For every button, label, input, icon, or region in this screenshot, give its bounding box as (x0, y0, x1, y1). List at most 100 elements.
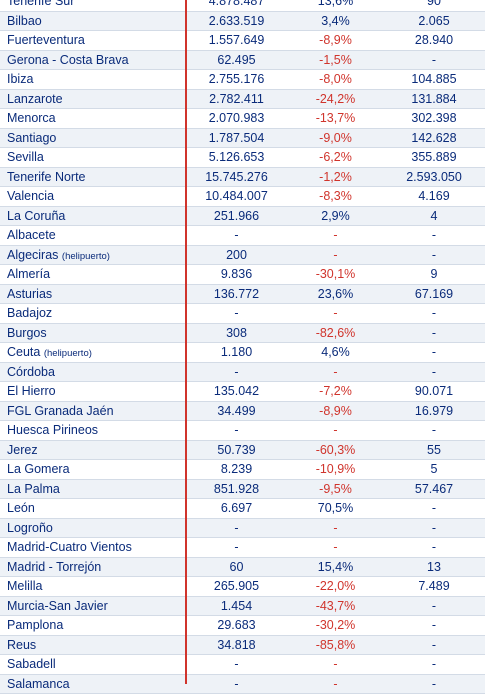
cargo-value: 28.940 (388, 31, 480, 50)
airport-name: Badajoz (7, 304, 52, 323)
passengers-value: - (190, 226, 283, 245)
airport-name: Sabadell (7, 655, 56, 674)
passengers-value: 251.966 (190, 207, 283, 226)
change-percent: -82,6% (283, 324, 388, 343)
change-percent: -9,5% (283, 480, 388, 499)
airport-name-text: Bilbao (7, 14, 42, 28)
change-percent: -13,7% (283, 109, 388, 128)
table-row: Madrid-Cuatro Vientos--- (0, 538, 485, 558)
passengers-value: 136.772 (190, 285, 283, 304)
airport-name: Madrid-Cuatro Vientos (7, 538, 132, 557)
cargo-value: - (388, 421, 480, 440)
airport-name: Bilbao (7, 12, 42, 31)
change-percent: 15,4% (283, 558, 388, 577)
airport-name: Madrid - Torrejón (7, 558, 101, 577)
airport-name: Santiago (7, 129, 56, 148)
cargo-value: 4.169 (388, 187, 480, 206)
airport-name-text: Reus (7, 638, 36, 652)
cargo-value: - (388, 538, 480, 557)
airport-name-text: Murcia-San Javier (7, 599, 108, 613)
airport-name-text: La Coruña (7, 209, 65, 223)
passengers-value: 15.745.276 (190, 168, 283, 187)
passengers-value: - (190, 655, 283, 674)
airport-name: Burgos (7, 324, 47, 343)
cargo-value: - (388, 675, 480, 694)
passengers-value: - (190, 363, 283, 382)
change-percent: -30,1% (283, 265, 388, 284)
cargo-value: 90 (388, 0, 480, 11)
change-percent: -22,0% (283, 577, 388, 596)
cargo-value: 13 (388, 558, 480, 577)
table-row: Córdoba--- (0, 363, 485, 383)
airport-name-text: Badajoz (7, 306, 52, 320)
table-row: Salamanca--- (0, 675, 485, 694)
passengers-value: 34.499 (190, 402, 283, 421)
passengers-value: 1.180 (190, 343, 283, 362)
passengers-value: 2.633.519 (190, 12, 283, 31)
cargo-value: 7.489 (388, 577, 480, 596)
airport-name-text: Ceuta (7, 345, 40, 359)
airport-name-text: FGL Granada Jaén (7, 404, 114, 418)
change-percent: - (283, 304, 388, 323)
airport-name: Ibiza (7, 70, 33, 89)
airport-name: Córdoba (7, 363, 55, 382)
airport-name-text: La Gomera (7, 462, 70, 476)
cargo-value: 16.979 (388, 402, 480, 421)
passengers-value: 4.878.487 (190, 0, 283, 11)
change-percent: -8,3% (283, 187, 388, 206)
change-percent: -43,7% (283, 597, 388, 616)
cargo-value: - (388, 636, 480, 655)
airport-name: Ceuta (helipuerto) (7, 343, 92, 363)
passengers-value: 6.697 (190, 499, 283, 518)
airport-name: Jerez (7, 441, 38, 460)
change-percent: -85,8% (283, 636, 388, 655)
change-percent: - (283, 675, 388, 694)
table-row: Albacete--- (0, 226, 485, 246)
change-percent: - (283, 538, 388, 557)
passengers-value: 9.836 (190, 265, 283, 284)
airport-name: Valencia (7, 187, 54, 206)
table-row: Huesca Pirineos--- (0, 421, 485, 441)
airport-name-text: Madrid-Cuatro Vientos (7, 540, 132, 554)
change-percent: - (283, 655, 388, 674)
airport-name-text: Huesca Pirineos (7, 423, 98, 437)
passengers-value: 308 (190, 324, 283, 343)
passengers-value: 34.818 (190, 636, 283, 655)
change-percent: -24,2% (283, 90, 388, 109)
airport-name: Salamanca (7, 675, 70, 694)
airport-name-text: Burgos (7, 326, 47, 340)
change-percent: -1,2% (283, 168, 388, 187)
passengers-value: 1.454 (190, 597, 283, 616)
cargo-value: 142.628 (388, 129, 480, 148)
cargo-value: 2.065 (388, 12, 480, 31)
passengers-value: - (190, 519, 283, 538)
airport-name: La Palma (7, 480, 60, 499)
passengers-value: 265.905 (190, 577, 283, 596)
cargo-value: - (388, 343, 480, 362)
airport-name-text: Melilla (7, 579, 42, 593)
table-row: Algeciras (helipuerto)200-- (0, 246, 485, 266)
cargo-value: 131.884 (388, 90, 480, 109)
airport-name: La Coruña (7, 207, 65, 226)
passengers-value: 29.683 (190, 616, 283, 635)
passengers-value: 50.739 (190, 441, 283, 460)
passengers-value: 1.557.649 (190, 31, 283, 50)
airport-name-text: Albacete (7, 228, 56, 242)
airport-name-text: Menorca (7, 111, 56, 125)
passengers-value: 200 (190, 246, 283, 265)
change-percent: - (283, 421, 388, 440)
airport-name-text: Lanzarote (7, 92, 63, 106)
airport-name: Sevilla (7, 148, 44, 167)
airport-name: Algeciras (helipuerto) (7, 246, 110, 266)
change-percent: -10,9% (283, 460, 388, 479)
cargo-value: 104.885 (388, 70, 480, 89)
airport-name-text: Valencia (7, 189, 54, 203)
